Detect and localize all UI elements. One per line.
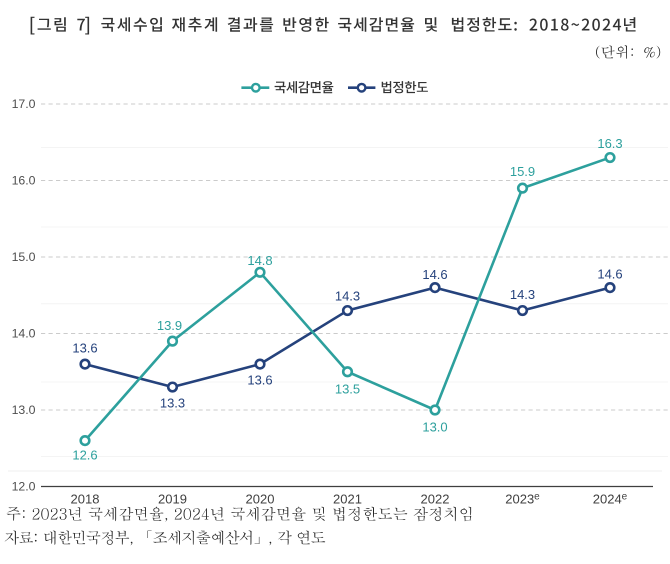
svg-text:14.6: 14.6 [597, 267, 622, 282]
svg-text:17.0: 17.0 [12, 97, 36, 111]
svg-text:13.6: 13.6 [72, 341, 97, 356]
svg-text:12.0: 12.0 [12, 480, 36, 494]
svg-text:15.0: 15.0 [12, 250, 36, 264]
svg-text:13.0: 13.0 [422, 420, 447, 435]
svg-text:13.3: 13.3 [160, 396, 185, 411]
svg-text:14.8: 14.8 [247, 253, 272, 268]
svg-text:14.3: 14.3 [510, 287, 535, 302]
svg-text:13.6: 13.6 [247, 373, 272, 388]
svg-text:13.0: 13.0 [12, 403, 36, 417]
svg-text:14.3: 14.3 [335, 288, 360, 303]
svg-text:13.9: 13.9 [157, 318, 182, 333]
svg-text:12.6: 12.6 [72, 447, 97, 462]
svg-text:2020: 2020 [246, 491, 275, 506]
svg-text:2023e: 2023e [505, 491, 540, 506]
svg-text:14.0: 14.0 [12, 327, 36, 341]
svg-text:2019: 2019 [158, 491, 187, 506]
svg-text:2024e: 2024e [593, 491, 628, 506]
svg-text:2021: 2021 [333, 491, 362, 506]
svg-text:14.6: 14.6 [422, 267, 447, 282]
svg-text:16.3: 16.3 [597, 136, 622, 151]
svg-text:2018: 2018 [71, 491, 100, 506]
svg-text:15.9: 15.9 [510, 164, 535, 179]
svg-text:13.5: 13.5 [335, 381, 360, 396]
svg-text:2022: 2022 [421, 491, 450, 506]
svg-text:16.0: 16.0 [12, 174, 36, 188]
